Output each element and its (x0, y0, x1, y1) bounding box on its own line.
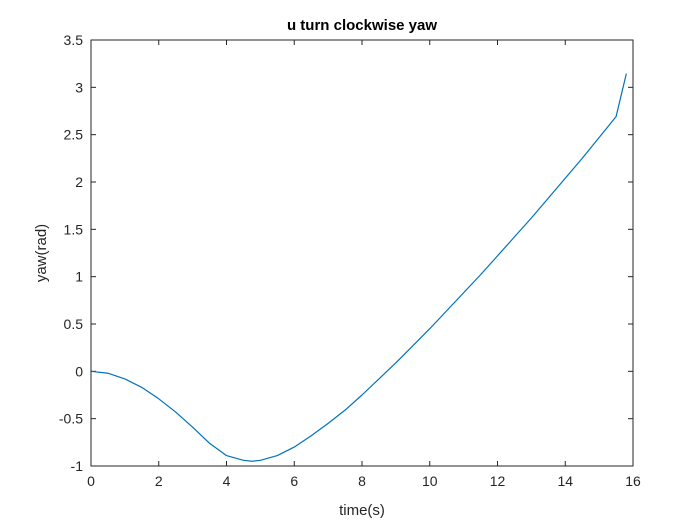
series-layer (90, 73, 627, 462)
plot-area (91, 40, 633, 466)
x-tick-label: 14 (557, 473, 573, 489)
y-tick-label: -0.5 (59, 411, 83, 427)
series-line (90, 73, 627, 462)
y-tick-label: 3 (75, 79, 83, 95)
x-tick-label: 8 (358, 473, 366, 489)
x-tick-label: 6 (290, 473, 298, 489)
plot-frame (90, 39, 634, 467)
chart-title: u turn clockwise yaw (287, 17, 437, 34)
x-tick-label: 12 (490, 473, 506, 489)
x-axis-label: time(s) (339, 502, 385, 519)
y-axis-label: yaw(rad) (33, 224, 50, 282)
y-tick-label: 0.5 (64, 316, 84, 332)
y-tick-label: 1 (75, 269, 83, 285)
x-tick-label: 4 (223, 473, 231, 489)
y-tick-label: 2.5 (64, 127, 84, 143)
y-tick-label: 3.5 (64, 32, 84, 48)
x-tick-label: 2 (155, 473, 163, 489)
y-tick-label: 0 (75, 363, 83, 379)
y-tick-label: 2 (75, 174, 83, 190)
x-tick-label: 16 (625, 473, 641, 489)
x-tick-label: 10 (422, 473, 438, 489)
y-tick-label: 1.5 (64, 221, 84, 237)
y-tick-label: -1 (71, 458, 84, 474)
axis-ticks: 0 2 4 6 8 10 12 14 16 -1 -0.5 0 0.5 1 1.5 2 2.5 3 3.5 (59, 32, 641, 489)
x-tick-label: 0 (87, 473, 95, 489)
